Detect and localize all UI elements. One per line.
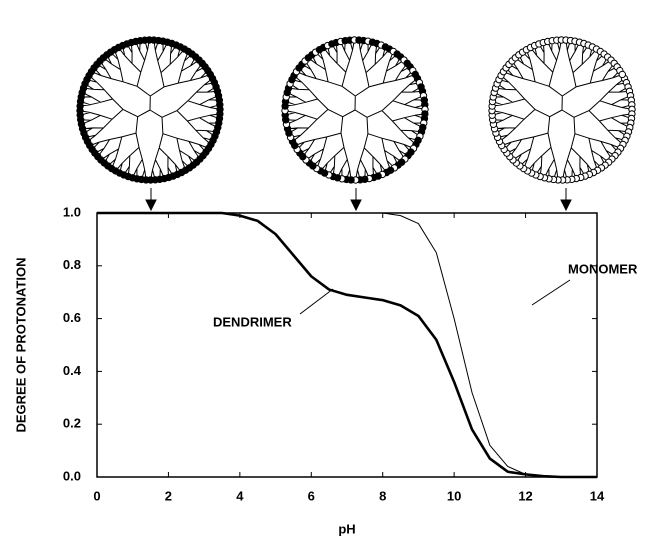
x-tick-label: 10 — [447, 488, 461, 503]
y-tick-label: 0.0 — [63, 468, 81, 483]
x-tick-label: 14 — [590, 488, 605, 503]
label-leader — [299, 288, 334, 315]
x-tick-label: 12 — [518, 488, 532, 503]
y-axis-label: DEGREE OF PROTONATION — [13, 257, 28, 432]
arrow-head — [560, 199, 572, 212]
x-tick-label: 8 — [379, 488, 386, 503]
x-tick-label: 6 — [308, 488, 315, 503]
data-line — [97, 212, 597, 478]
y-tick-label: 0.4 — [63, 363, 82, 378]
arrows — [145, 188, 572, 212]
dendrimer-branches — [284, 39, 426, 181]
x-tick-label: 4 — [236, 488, 244, 503]
label-leader — [531, 279, 571, 306]
arrow-head — [145, 199, 157, 212]
dendrimer-diagrams — [76, 36, 636, 184]
y-tick-label: 1.0 — [63, 204, 81, 219]
dendrimer-end-group — [618, 70, 626, 79]
y-tick-label: 0.8 — [63, 257, 81, 272]
y-tick-label: 0.6 — [63, 310, 81, 325]
dendrimer-end-group — [206, 70, 214, 79]
dendrimer-branches — [491, 39, 633, 181]
plot-frame — [96, 212, 598, 478]
x-tick-label: 0 — [93, 488, 100, 503]
series-label: MONOMER — [568, 261, 638, 276]
series-label: DENDRIMER — [213, 314, 292, 329]
x-axis-label: pH — [338, 521, 355, 536]
data-line — [97, 211, 597, 479]
dendrimer-end-group — [411, 70, 419, 79]
arrow-head — [350, 199, 362, 212]
y-tick-label: 0.2 — [63, 416, 81, 431]
x-tick-label: 2 — [165, 488, 172, 503]
dendrimer-branches — [79, 39, 221, 181]
